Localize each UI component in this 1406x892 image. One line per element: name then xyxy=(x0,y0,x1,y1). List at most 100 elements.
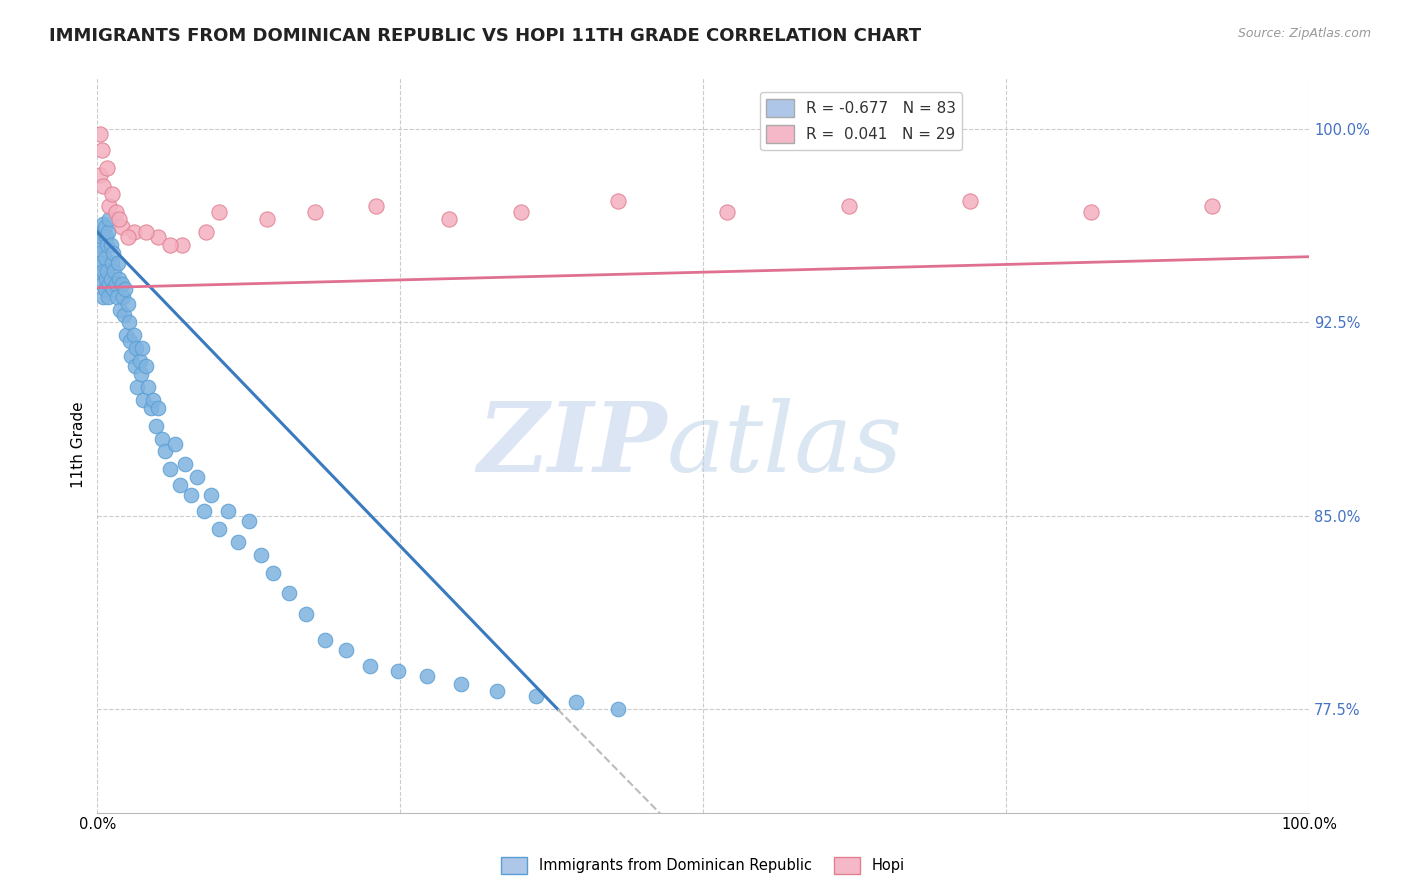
Point xyxy=(226,534,249,549)
Point xyxy=(277,586,299,600)
Legend: Immigrants from Dominican Republic, Hopi: Immigrants from Dominican Republic, Hopi xyxy=(495,851,911,880)
Point xyxy=(387,664,409,678)
Point xyxy=(294,607,316,621)
Point xyxy=(124,359,146,374)
Point xyxy=(139,401,162,415)
Point xyxy=(90,225,112,239)
Point xyxy=(93,290,115,304)
Point xyxy=(238,514,260,528)
Point xyxy=(100,238,122,252)
Point xyxy=(607,194,630,209)
Point xyxy=(93,251,115,265)
Point xyxy=(93,178,115,193)
Point xyxy=(105,290,128,304)
Point xyxy=(146,401,169,415)
Point xyxy=(150,432,173,446)
Point xyxy=(97,225,120,239)
Point xyxy=(172,238,194,252)
Point xyxy=(96,238,118,252)
Point xyxy=(125,341,148,355)
Point xyxy=(98,199,121,213)
Point xyxy=(120,334,142,348)
Point xyxy=(101,245,124,260)
Point xyxy=(89,245,111,260)
Point xyxy=(132,392,155,407)
Point xyxy=(416,669,439,683)
Point xyxy=(117,297,139,311)
Point xyxy=(101,256,124,270)
Point xyxy=(135,225,157,239)
Point xyxy=(159,238,181,252)
Point xyxy=(127,380,149,394)
Point xyxy=(94,271,117,285)
Point xyxy=(180,488,202,502)
Point xyxy=(93,264,115,278)
Point xyxy=(193,504,215,518)
Point xyxy=(173,458,195,472)
Point xyxy=(97,290,120,304)
Point xyxy=(118,316,141,330)
Point xyxy=(108,212,131,227)
Point xyxy=(607,702,630,716)
Point xyxy=(98,277,121,291)
Point xyxy=(1080,204,1102,219)
Point xyxy=(114,282,136,296)
Y-axis label: 11th Grade: 11th Grade xyxy=(72,401,86,488)
Point xyxy=(104,204,127,219)
Point xyxy=(103,264,125,278)
Point xyxy=(217,504,239,518)
Point xyxy=(838,199,860,213)
Point xyxy=(112,308,135,322)
Point xyxy=(101,282,124,296)
Point xyxy=(250,548,273,562)
Point xyxy=(110,220,132,235)
Point xyxy=(207,522,229,536)
Point xyxy=(91,143,114,157)
Point xyxy=(146,230,169,244)
Point xyxy=(108,271,131,285)
Point xyxy=(1201,199,1223,213)
Point xyxy=(486,684,509,698)
Point xyxy=(159,462,181,476)
Point xyxy=(87,238,110,252)
Point xyxy=(122,328,145,343)
Point xyxy=(314,632,336,647)
Point xyxy=(96,264,118,278)
Point xyxy=(96,161,118,175)
Point xyxy=(104,277,127,291)
Point xyxy=(122,225,145,239)
Point xyxy=(117,230,139,244)
Point xyxy=(101,186,124,201)
Point xyxy=(304,204,326,219)
Point xyxy=(959,194,981,209)
Point xyxy=(89,169,111,183)
Point xyxy=(145,418,167,433)
Point xyxy=(94,230,117,244)
Point xyxy=(335,643,357,657)
Point xyxy=(89,127,111,141)
Point xyxy=(510,204,533,219)
Point xyxy=(110,302,132,317)
Point xyxy=(100,271,122,285)
Legend: R = -0.677   N = 83, R =  0.041   N = 29: R = -0.677 N = 83, R = 0.041 N = 29 xyxy=(761,93,962,150)
Text: Source: ZipAtlas.com: Source: ZipAtlas.com xyxy=(1237,27,1371,40)
Point xyxy=(136,380,159,394)
Point xyxy=(169,478,191,492)
Point xyxy=(524,690,547,704)
Point xyxy=(111,290,134,304)
Point xyxy=(107,256,129,270)
Point xyxy=(90,267,112,281)
Point xyxy=(437,212,460,227)
Point xyxy=(256,212,278,227)
Point xyxy=(135,359,157,374)
Point xyxy=(91,230,114,244)
Point xyxy=(131,341,153,355)
Point xyxy=(110,277,132,291)
Point xyxy=(450,676,472,690)
Point xyxy=(364,199,387,213)
Point xyxy=(359,658,381,673)
Point xyxy=(142,392,165,407)
Text: atlas: atlas xyxy=(666,398,903,492)
Text: ZIP: ZIP xyxy=(477,398,666,492)
Point xyxy=(93,220,115,235)
